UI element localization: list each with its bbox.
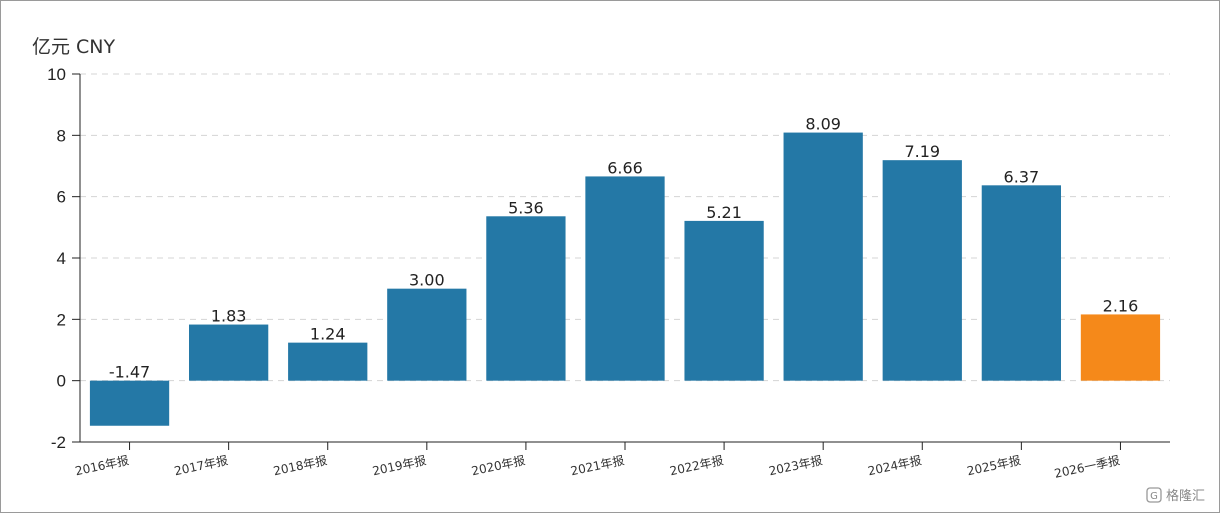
y-tick-label: 10	[47, 65, 66, 84]
data-label: 5.36	[508, 198, 544, 217]
data-label: 5.21	[706, 203, 742, 222]
bar	[684, 220, 764, 381]
data-label: -1.47	[109, 363, 150, 382]
bar	[783, 132, 863, 381]
x-tick-label: 2025年报	[966, 452, 1022, 478]
x-tick-label: 2023年报	[767, 452, 823, 478]
x-tick-label: 2026一季报	[1053, 452, 1121, 481]
x-tick-label: 2020年报	[470, 452, 526, 478]
watermark: G 格隆汇	[1146, 487, 1205, 504]
y-tick-label: -2	[51, 433, 66, 452]
x-tick-label: 2024年报	[866, 452, 922, 478]
bar	[89, 380, 170, 426]
y-tick-label: 8	[57, 126, 66, 145]
g-logo-icon	[1146, 487, 1162, 503]
data-label: 6.66	[607, 158, 643, 177]
g-logo-letter: G	[1150, 491, 1158, 502]
unit-label: 亿元 CNY	[32, 36, 116, 58]
y-tick-label: 4	[57, 249, 66, 268]
watermark-text: 格隆汇	[1166, 488, 1205, 504]
x-tick-label: 2019年报	[371, 452, 427, 478]
y-tick-label: 2	[57, 310, 66, 329]
data-label: 2.16	[1103, 296, 1139, 315]
y-ticks: -2 0 2 4 6 8 10	[47, 65, 80, 452]
x-tick-label: 2022年报	[668, 452, 724, 478]
x-ticks: 2016年报 2017年报 2018年报 2019年报 2020年报 2021年报 2022…	[74, 442, 1121, 481]
bars	[89, 132, 1161, 426]
data-label: 1.83	[211, 307, 247, 326]
data-label: 3.00	[409, 271, 445, 290]
data-label: 7.19	[904, 142, 940, 161]
data-label: 8.09	[805, 115, 841, 134]
y-tick-label: 6	[57, 188, 66, 207]
y-tick-label: 0	[57, 372, 66, 391]
x-tick-label: 2017年报	[173, 452, 229, 478]
bar	[1080, 314, 1161, 381]
bar	[288, 342, 368, 381]
data-labels: -1.47 1.83 1.24 3.00 5.36 6.66 5.21 8.09 7.19 6.3…	[109, 115, 1138, 382]
data-label: 6.37	[1004, 167, 1040, 186]
bar	[585, 176, 665, 381]
x-tick-label: 2021年报	[569, 452, 625, 478]
data-label: 1.24	[310, 325, 346, 344]
x-tick-label: 2016年报	[74, 452, 130, 478]
bar	[981, 185, 1061, 381]
x-tick-label: 2018年报	[272, 452, 328, 478]
bar	[189, 324, 269, 381]
bar	[882, 160, 962, 381]
bar	[486, 216, 566, 381]
bar	[387, 288, 467, 381]
